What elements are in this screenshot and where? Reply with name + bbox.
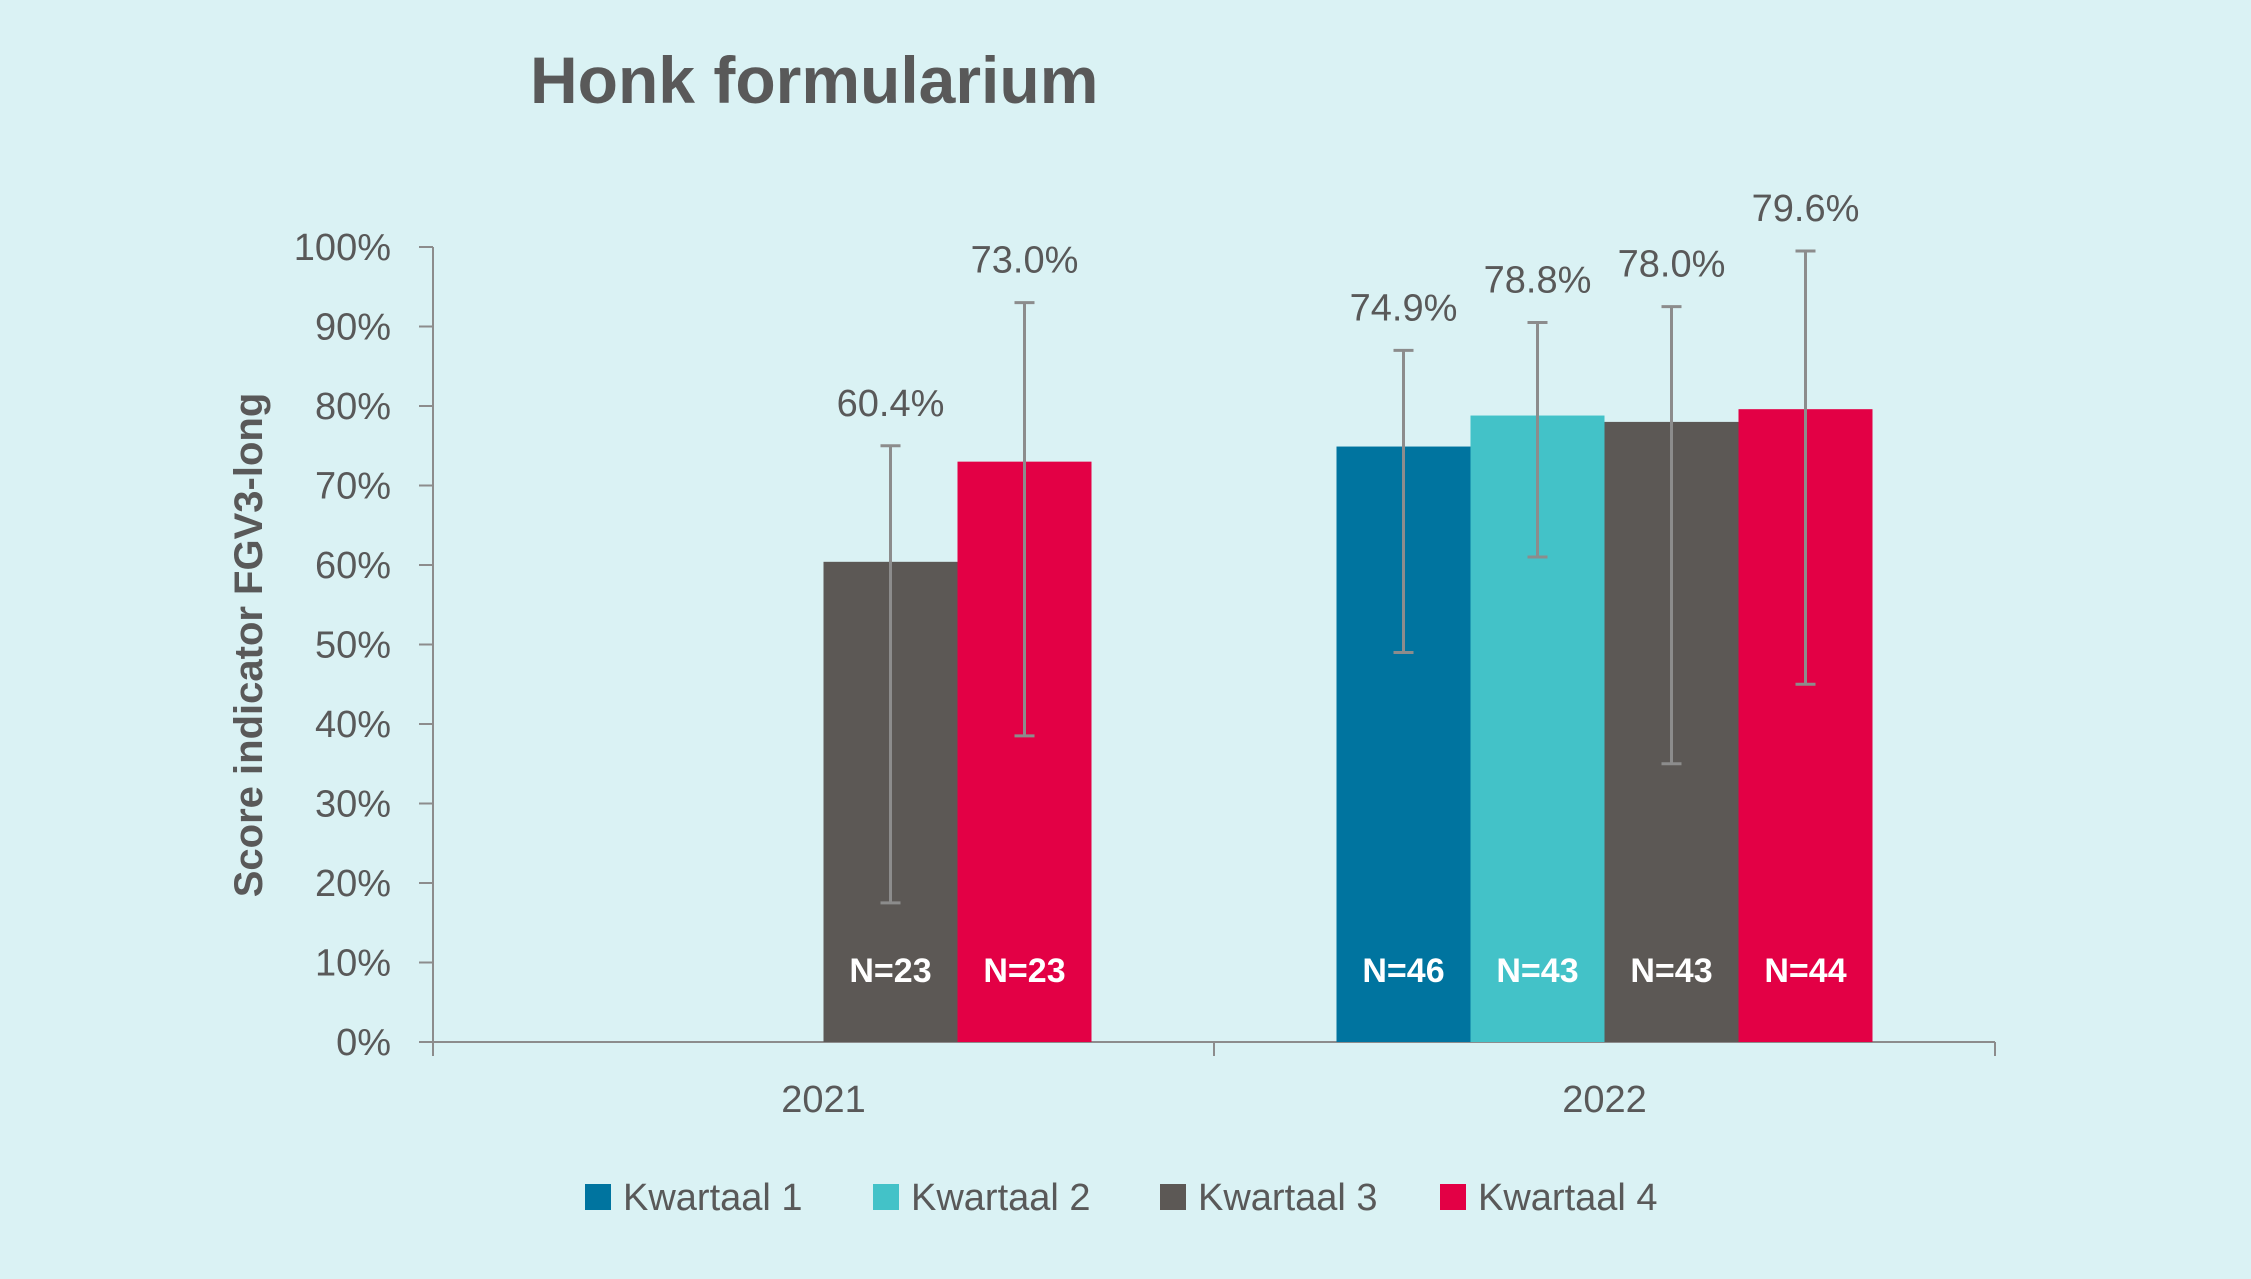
x-category-label: 2022	[1562, 1079, 1647, 1121]
y-tick-label: 10%	[315, 943, 391, 985]
x-category-label: 2021	[781, 1079, 866, 1121]
y-tick-label: 60%	[315, 545, 391, 587]
y-tick-label: 90%	[315, 307, 391, 349]
legend: Kwartaal 1 Kwartaal 2 Kwartaal 3 Kwartaal 4	[585, 1177, 1658, 1219]
data-label: 74.9%	[1350, 287, 1458, 329]
legend-entry: Kwartaal 2	[911, 1177, 1091, 1219]
legend-swatch	[1440, 1184, 1466, 1210]
legend-entry: Kwartaal 3	[1198, 1177, 1378, 1219]
y-tick-label: 70%	[315, 466, 391, 508]
n-label: N=23	[849, 952, 931, 990]
data-label: 78.8%	[1484, 260, 1592, 302]
n-label: N=44	[1764, 952, 1846, 990]
n-label: N=43	[1496, 952, 1578, 990]
data-label: 73.0%	[971, 240, 1079, 282]
n-label: N=23	[983, 952, 1065, 990]
y-tick-label: 40%	[315, 704, 391, 746]
y-tick-label: 20%	[315, 863, 391, 905]
legend-entry: Kwartaal 4	[1478, 1177, 1658, 1219]
legend-swatch	[1160, 1184, 1186, 1210]
legend-swatch	[585, 1184, 611, 1210]
n-label: N=46	[1362, 952, 1444, 990]
y-tick-label: 100%	[294, 227, 391, 269]
data-label: 78.0%	[1618, 244, 1726, 286]
y-tick-label: 50%	[315, 625, 391, 667]
n-label: N=43	[1630, 952, 1712, 990]
plot-area: 0% 10% 20% 30% 40% 50% 60% 70% 80% 90% 100% 2021 60.…	[294, 188, 1996, 1121]
legend-swatch	[873, 1184, 899, 1210]
chart-title: Honk formularium	[530, 43, 1098, 117]
data-label: 60.4%	[837, 383, 945, 425]
y-tick-label: 30%	[315, 784, 391, 826]
legend-entry: Kwartaal 1	[623, 1177, 803, 1219]
data-label: 79.6%	[1752, 188, 1860, 230]
y-axis-label: Score indicator FGV3-long	[227, 393, 271, 898]
y-tick-label: 0%	[336, 1022, 391, 1064]
y-tick-label: 80%	[315, 386, 391, 428]
